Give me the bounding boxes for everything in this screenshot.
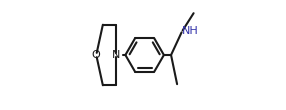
Text: N: N xyxy=(112,50,120,60)
Text: O: O xyxy=(92,50,101,60)
Text: NH: NH xyxy=(182,26,199,36)
